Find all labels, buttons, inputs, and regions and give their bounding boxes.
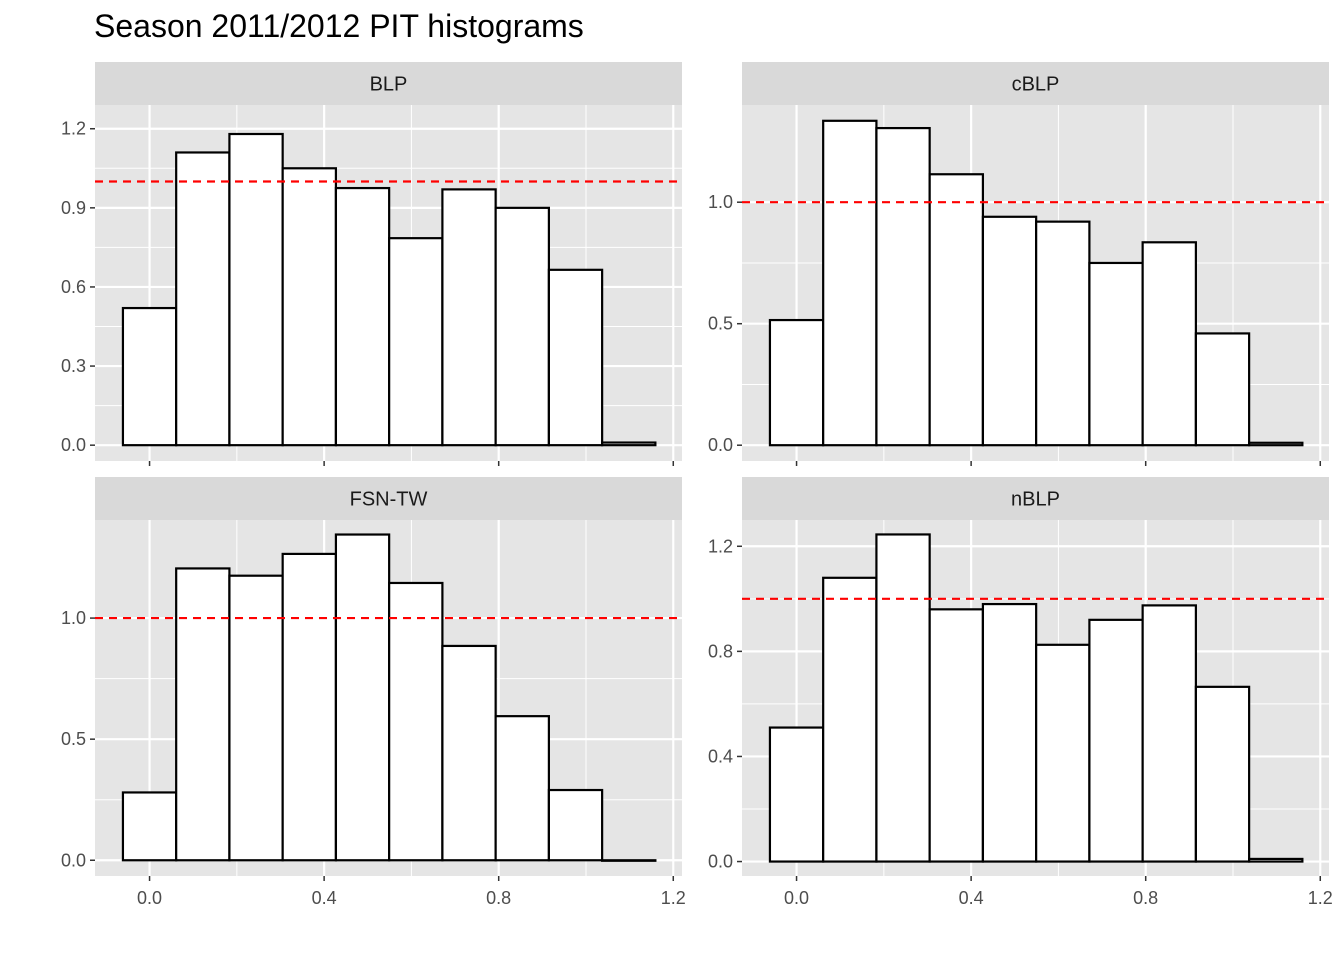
histogram-bar <box>547 268 604 447</box>
histogram-bar <box>1194 332 1251 447</box>
facet-label: FSN-TW <box>350 489 428 511</box>
y-tick-label: 1.0 <box>708 192 733 212</box>
y-tick-label: 0.9 <box>61 198 86 218</box>
histogram-bar <box>1141 604 1197 863</box>
histogram-bar <box>334 533 391 862</box>
histogram-bar <box>981 602 1038 863</box>
histogram-bar <box>822 576 878 863</box>
y-tick-label: 0.5 <box>61 729 86 749</box>
histogram-bar <box>601 441 657 447</box>
x-tick-label: 0.4 <box>312 888 337 908</box>
histogram-bar <box>768 318 825 447</box>
x-tick-label: 0.0 <box>137 888 162 908</box>
chart-title: Season 2011/2012 PIT histograms <box>94 8 584 44</box>
y-tick-label: 0.4 <box>708 746 733 766</box>
histogram-bar <box>175 151 231 447</box>
histogram-bar <box>928 608 985 863</box>
y-tick-label: 1.2 <box>708 536 733 556</box>
histogram-bar <box>175 567 231 862</box>
facet-strip <box>742 62 1329 105</box>
histogram-bar <box>1088 261 1144 447</box>
histogram-bar <box>1141 241 1197 447</box>
histogram-bar <box>441 188 497 447</box>
facet-label: cBLP <box>1012 74 1060 96</box>
histogram-bar <box>334 186 391 447</box>
histogram-bar <box>981 215 1038 447</box>
histogram-bar <box>388 237 444 447</box>
histogram-bar <box>1088 618 1144 863</box>
panel-nblp: nBLP 0.0 0.4 0.8 1.2 0.0 0.4 0.8 1.2 <box>708 477 1333 908</box>
histogram-bar <box>121 306 178 447</box>
panel-blp: BLP 0.0 0.3 0.6 0.9 1.2 <box>61 62 682 466</box>
panel-fsn-tw: FSN-TW 0.0 0.5 1.0 0.0 0.4 0.8 1.2 <box>61 477 686 908</box>
histogram-bar <box>1248 857 1304 863</box>
histogram-bar <box>228 132 284 447</box>
y-tick-label: 0.5 <box>708 314 733 334</box>
y-tick-label: 0.3 <box>61 356 86 376</box>
x-tick-label: 0.8 <box>486 888 511 908</box>
histogram-bar <box>1248 441 1304 447</box>
histogram-bar <box>388 581 444 862</box>
facet-strip <box>742 477 1329 520</box>
y-tick-label: 1.0 <box>61 608 86 628</box>
x-tick-label: 0.4 <box>959 888 984 908</box>
histogram-bar <box>281 552 338 862</box>
histogram-bar <box>441 644 497 862</box>
y-tick-label: 0.0 <box>61 435 86 455</box>
x-tick-label: 0.8 <box>1133 888 1158 908</box>
y-tick-label: 0.6 <box>61 277 86 297</box>
panel-cblp: cBLP 0.0 0.5 1.0 <box>708 62 1329 466</box>
x-tick-label: 1.2 <box>1308 888 1333 908</box>
histogram-bar <box>494 715 550 862</box>
histogram-bar <box>601 859 657 862</box>
histogram-bar <box>228 574 284 862</box>
histogram-bar <box>875 533 931 863</box>
x-tick-label: 1.2 <box>661 888 686 908</box>
histogram-bar <box>547 788 604 862</box>
histogram-bar <box>768 726 825 863</box>
histogram-bar <box>1035 643 1091 863</box>
histogram-bar <box>822 119 878 447</box>
histogram-bar <box>281 167 338 447</box>
histogram-bar <box>494 206 550 447</box>
histogram-bar <box>928 173 985 447</box>
y-tick-label: 1.2 <box>61 119 86 139</box>
y-tick-label: 0.0 <box>708 852 733 872</box>
histogram-bar <box>875 126 931 447</box>
histogram-bar <box>1035 220 1091 447</box>
histogram-bar <box>1194 685 1251 863</box>
x-tick-label: 0.0 <box>784 888 809 908</box>
y-tick-label: 0.0 <box>61 850 86 870</box>
facet-label: BLP <box>370 74 408 96</box>
facet-label: nBLP <box>1011 489 1060 511</box>
facet-strip <box>95 62 682 105</box>
histogram-bar <box>121 791 178 862</box>
y-tick-label: 0.8 <box>708 641 733 661</box>
y-tick-label: 0.0 <box>708 435 733 455</box>
facet-strip <box>95 477 682 520</box>
